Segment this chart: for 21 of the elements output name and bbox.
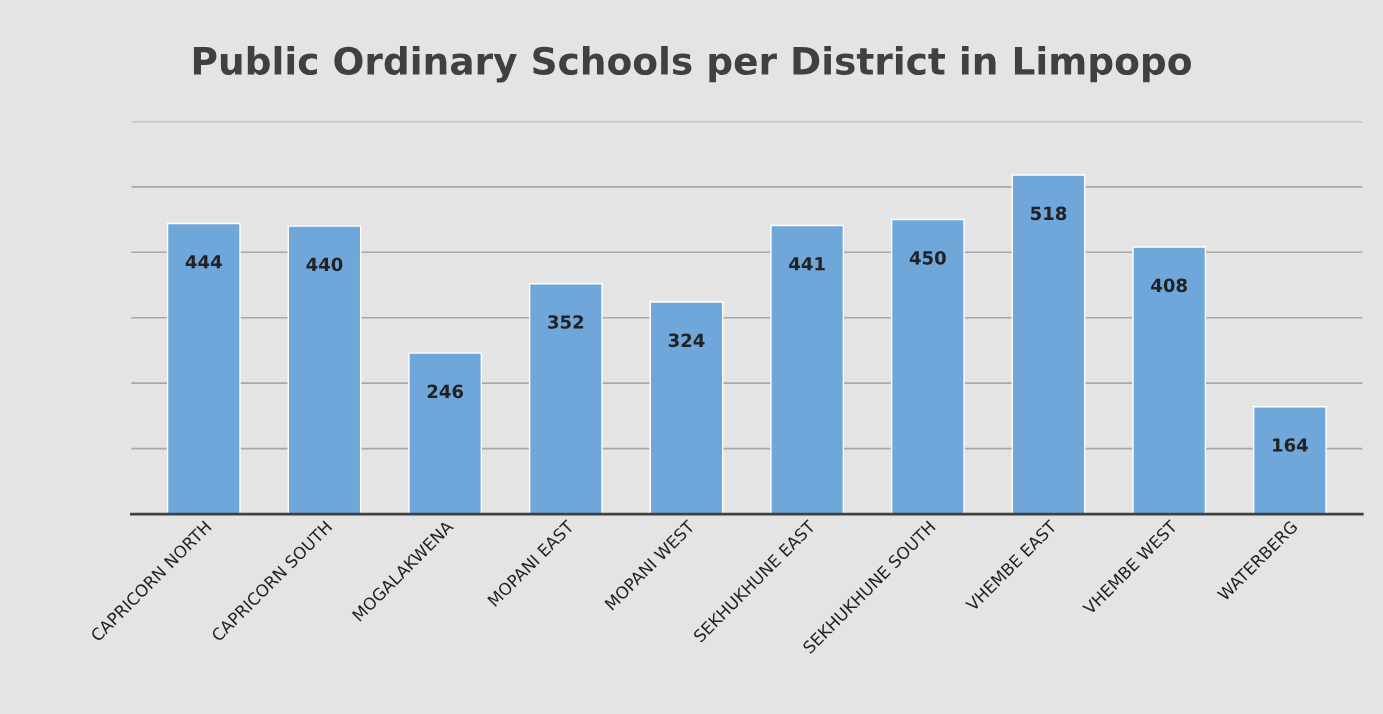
bar	[528, 283, 603, 515]
data-label: 450	[909, 251, 946, 265]
data-label: 408	[1151, 278, 1187, 293]
data-label: 164	[1273, 438, 1308, 452]
chart-title: Public Ordinary Schools per District in Limpopo	[193, 45, 1191, 83]
bar	[408, 352, 483, 515]
bar	[1011, 174, 1086, 515]
bar	[287, 225, 362, 515]
bar	[1132, 246, 1207, 515]
data-label: 246	[427, 384, 464, 399]
bar	[166, 222, 241, 515]
data-label: 444	[185, 255, 222, 269]
data-label: 441	[789, 257, 825, 271]
bar	[770, 224, 845, 515]
bar	[1252, 406, 1327, 515]
bar	[649, 301, 724, 515]
data-label: 324	[668, 333, 705, 348]
bar	[890, 218, 965, 515]
data-label: 518	[1031, 206, 1067, 221]
data-label: 352	[548, 315, 584, 329]
data-label: 440	[306, 257, 343, 272]
